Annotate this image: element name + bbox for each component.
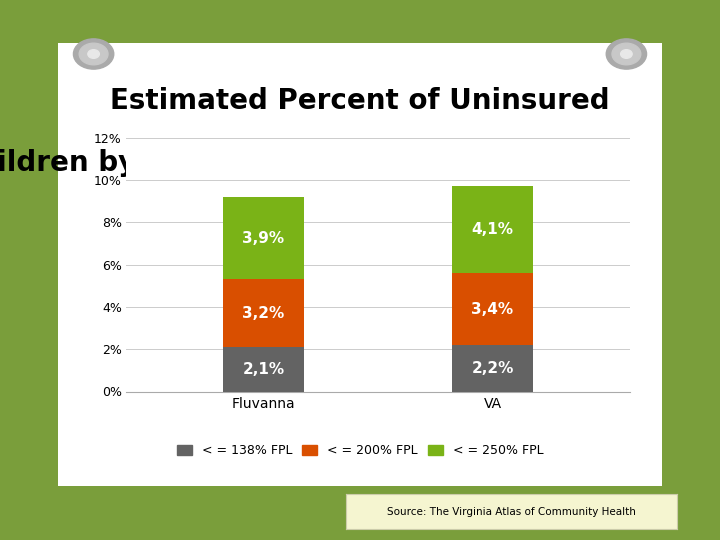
Bar — [223, 347, 304, 392]
Text: 2,1%: 2,1% — [243, 362, 284, 377]
Text: Estimated Percent of Uninsured: Estimated Percent of Uninsured — [110, 87, 610, 116]
Text: , 2013: , 2013 — [363, 150, 451, 178]
Text: Children by Poverty Level: Children by Poverty Level — [0, 150, 360, 178]
Bar — [452, 273, 533, 345]
Text: 4,1%: 4,1% — [472, 222, 513, 237]
Bar — [452, 186, 533, 273]
Bar — [223, 279, 304, 347]
Legend: < = 138% FPL, < = 200% FPL, < = 250% FPL: < = 138% FPL, < = 200% FPL, < = 250% FPL — [171, 439, 549, 462]
Text: 3,2%: 3,2% — [243, 306, 284, 321]
Text: Source: The Virginia Atlas of Community Health: Source: The Virginia Atlas of Community … — [387, 507, 636, 517]
Text: 3,4%: 3,4% — [472, 301, 513, 316]
Bar — [452, 345, 533, 392]
Text: 2,2%: 2,2% — [472, 361, 514, 376]
Bar — [223, 197, 304, 279]
Text: 3,9%: 3,9% — [243, 231, 284, 246]
